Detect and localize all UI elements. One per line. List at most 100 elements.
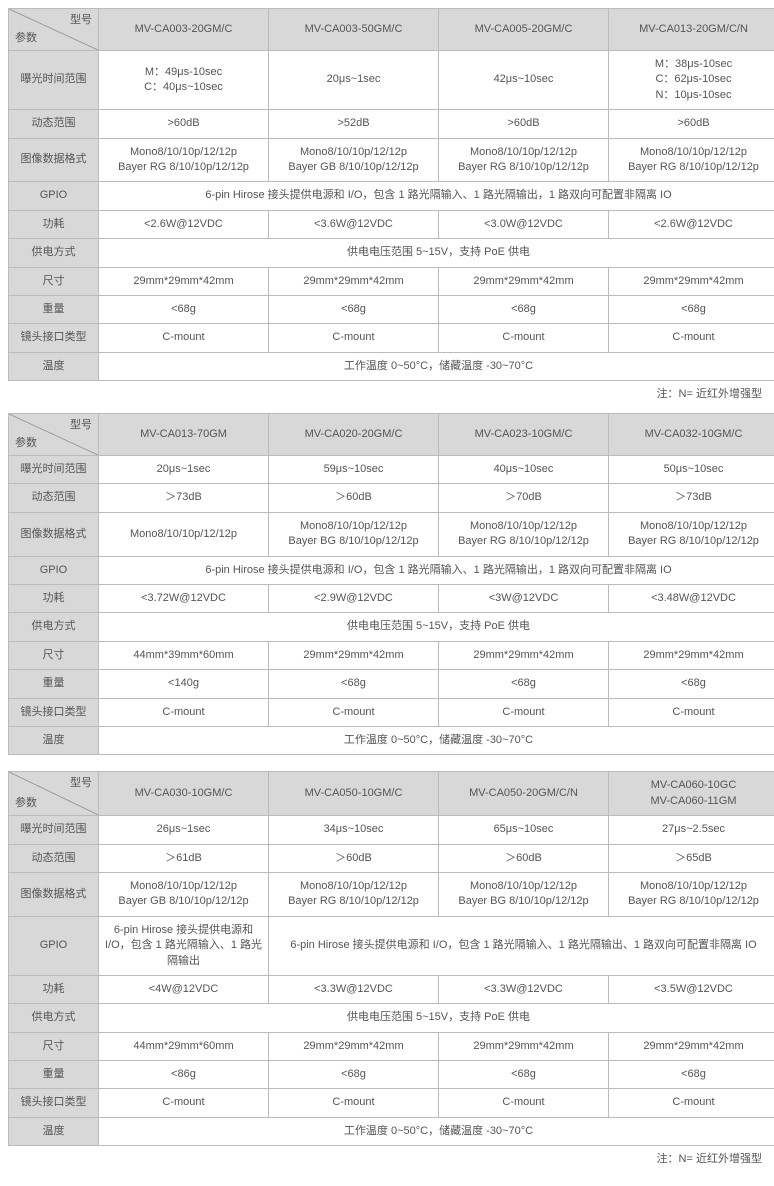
param-label: GPIO [9, 916, 99, 975]
header-row: 型号参数MV-CA013-70GMMV-CA020-20GM/CMV-CA023… [9, 414, 774, 456]
spec-row: 动态范围>60dB>52dB>60dB>60dB [9, 110, 774, 138]
spec-cell: C-mount [99, 1089, 269, 1117]
param-label: 镜头接口类型 [9, 324, 99, 352]
spec-cell: 6-pin Hirose 接头提供电源和 I/O，包含 1 路光隔输入、1 路光… [99, 556, 774, 584]
spec-row: 尺寸29mm*29mm*42mm29mm*29mm*42mm29mm*29mm*… [9, 267, 774, 295]
spec-cell: 50μs~10sec [609, 456, 774, 484]
spec-cell: <68g [269, 295, 439, 323]
model-header: MV-CA013-20GM/C/N [609, 9, 774, 51]
spec-cell: 6-pin Hirose 接头提供电源和 I/O，包含 1 路光隔输入、1 路光… [99, 916, 269, 975]
spec-cell: <3.3W@12VDC [439, 975, 609, 1003]
spec-cell: Mono8/10/10p/12/12pBayer RG 8/10/10p/12/… [439, 138, 609, 182]
spec-cell: <3.5W@12VDC [609, 975, 774, 1003]
param-label: GPIO [9, 182, 99, 210]
spec-row: 供电方式供电电压范围 5~15V，支持 PoE 供电 [9, 613, 774, 641]
spec-row: 镜头接口类型C-mountC-mountC-mountC-mount [9, 1089, 774, 1117]
spec-cell: ＞60dB [269, 844, 439, 872]
param-label: 图像数据格式 [9, 872, 99, 916]
spec-cell: 6-pin Hirose 接头提供电源和 I/O，包含 1 路光隔输入、1 路光… [99, 182, 774, 210]
spec-cell: Mono8/10/10p/12/12pBayer GB 8/10/10p/12/… [269, 138, 439, 182]
diag-top-label: 型号 [70, 418, 92, 433]
spec-cell: >60dB [439, 110, 609, 138]
spec-cell: C-mount [99, 698, 269, 726]
spec-cell: 供电电压范围 5~15V，支持 PoE 供电 [99, 239, 774, 267]
spec-cell: Mono8/10/10p/12/12pBayer RG 8/10/10p/12/… [609, 138, 774, 182]
spec-cell: C-mount [609, 698, 774, 726]
spec-cell: 42μs~10sec [439, 51, 609, 110]
spec-cell: 工作温度 0~50°C，储藏温度 -30~70°C [99, 726, 774, 754]
spec-cell: <68g [439, 295, 609, 323]
model-header: MV-CA013-70GM [99, 414, 269, 456]
spec-cell: <4W@12VDC [99, 975, 269, 1003]
spec-row: 尺寸44mm*39mm*60mm29mm*29mm*42mm29mm*29mm*… [9, 641, 774, 669]
param-label: 镜头接口类型 [9, 698, 99, 726]
spec-row: 重量<68g<68g<68g<68g [9, 295, 774, 323]
diag-header: 型号参数 [9, 9, 99, 51]
diag-top-label: 型号 [70, 776, 92, 791]
spec-cell: Mono8/10/10p/12/12pBayer RG 8/10/10p/12/… [99, 138, 269, 182]
spec-cell: <68g [269, 670, 439, 698]
param-label: 温度 [9, 352, 99, 380]
spec-cell: C-mount [269, 698, 439, 726]
param-label: 尺寸 [9, 267, 99, 295]
spec-row: 曝光时间范围M：49μs-10secC：40μs~10sec20μs~1sec4… [9, 51, 774, 110]
spec-cell: <68g [609, 295, 774, 323]
param-label: 供电方式 [9, 1004, 99, 1032]
spec-cell: 29mm*29mm*42mm [269, 1032, 439, 1060]
spec-table: 型号参数MV-CA030-10GM/CMV-CA050-10GM/CMV-CA0… [8, 771, 774, 1146]
spec-cell: M：38μs-10secC：62μs-10secN：10μs-10sec [609, 51, 774, 110]
diag-bot-label: 参数 [15, 796, 37, 811]
spec-cell: 工作温度 0~50°C，储藏温度 -30~70°C [99, 352, 774, 380]
param-label: 功耗 [9, 210, 99, 238]
spec-cell: 27μs~2.5sec [609, 816, 774, 844]
spec-cell: Mono8/10/10p/12/12pBayer GB 8/10/10p/12/… [99, 872, 269, 916]
spec-row: 动态范围＞61dB＞60dB＞60dB＞65dB [9, 844, 774, 872]
model-header: MV-CA030-10GM/C [99, 772, 269, 816]
spec-table: 型号参数MV-CA013-70GMMV-CA020-20GM/CMV-CA023… [8, 413, 774, 755]
spec-cell: <3.0W@12VDC [439, 210, 609, 238]
spec-cell: 20μs~1sec [269, 51, 439, 110]
model-header: MV-CA032-10GM/C [609, 414, 774, 456]
spec-cell: 44mm*29mm*60mm [99, 1032, 269, 1060]
spec-cell: Mono8/10/10p/12/12pBayer RG 8/10/10p/12/… [439, 512, 609, 556]
spec-cell: 29mm*29mm*42mm [439, 641, 609, 669]
spec-cell: <86g [99, 1061, 269, 1089]
spec-cell: <3W@12VDC [439, 585, 609, 613]
spec-cell: C-mount [99, 324, 269, 352]
spec-cell: <68g [609, 670, 774, 698]
spec-cell: Mono8/10/10p/12/12pBayer RG 8/10/10p/12/… [269, 872, 439, 916]
spec-cell: 40μs~10sec [439, 456, 609, 484]
spec-cell: Mono8/10/10p/12/12pBayer RG 8/10/10p/12/… [609, 512, 774, 556]
spec-table: 型号参数MV-CA003-20GM/CMV-CA003-50GM/CMV-CA0… [8, 8, 774, 381]
spec-row: GPIO6-pin Hirose 接头提供电源和 I/O，包含 1 路光隔输入、… [9, 556, 774, 584]
spec-row: 供电方式供电电压范围 5~15V，支持 PoE 供电 [9, 239, 774, 267]
spec-cell: C-mount [269, 1089, 439, 1117]
spec-row: 重量<86g<68g<68g<68g [9, 1061, 774, 1089]
spec-row: 图像数据格式Mono8/10/10p/12/12pBayer GB 8/10/1… [9, 872, 774, 916]
spec-cell: 供电电压范围 5~15V，支持 PoE 供电 [99, 613, 774, 641]
table-spacer [8, 759, 766, 771]
spec-cell: C-mount [269, 324, 439, 352]
spec-cell: 26μs~1sec [99, 816, 269, 844]
spec-row: 图像数据格式Mono8/10/10p/12/12pMono8/10/10p/12… [9, 512, 774, 556]
param-label: 供电方式 [9, 239, 99, 267]
spec-cell: C-mount [439, 1089, 609, 1117]
spec-row: 供电方式供电电压范围 5~15V，支持 PoE 供电 [9, 1004, 774, 1032]
spec-tables-container: 型号参数MV-CA003-20GM/CMV-CA003-50GM/CMV-CA0… [8, 8, 766, 1166]
spec-cell: ＞60dB [439, 844, 609, 872]
param-label: 重量 [9, 1061, 99, 1089]
model-header: MV-CA005-20GM/C [439, 9, 609, 51]
spec-row: 镜头接口类型C-mountC-mountC-mountC-mount [9, 698, 774, 726]
spec-cell: >52dB [269, 110, 439, 138]
spec-row: GPIO6-pin Hirose 接头提供电源和 I/O，包含 1 路光隔输入、… [9, 916, 774, 975]
spec-cell: 44mm*39mm*60mm [99, 641, 269, 669]
spec-row: 温度工作温度 0~50°C，储藏温度 -30~70°C [9, 352, 774, 380]
spec-cell: 29mm*29mm*42mm [269, 641, 439, 669]
spec-cell: 29mm*29mm*42mm [609, 1032, 774, 1060]
model-header: MV-CA003-20GM/C [99, 9, 269, 51]
model-header: MV-CA060-10GCMV-CA060-11GM [609, 772, 774, 816]
diag-header: 型号参数 [9, 414, 99, 456]
spec-row: 图像数据格式Mono8/10/10p/12/12pBayer RG 8/10/1… [9, 138, 774, 182]
spec-row: 动态范围＞73dB＞60dB＞70dB＞73dB [9, 484, 774, 512]
spec-cell: C-mount [439, 324, 609, 352]
